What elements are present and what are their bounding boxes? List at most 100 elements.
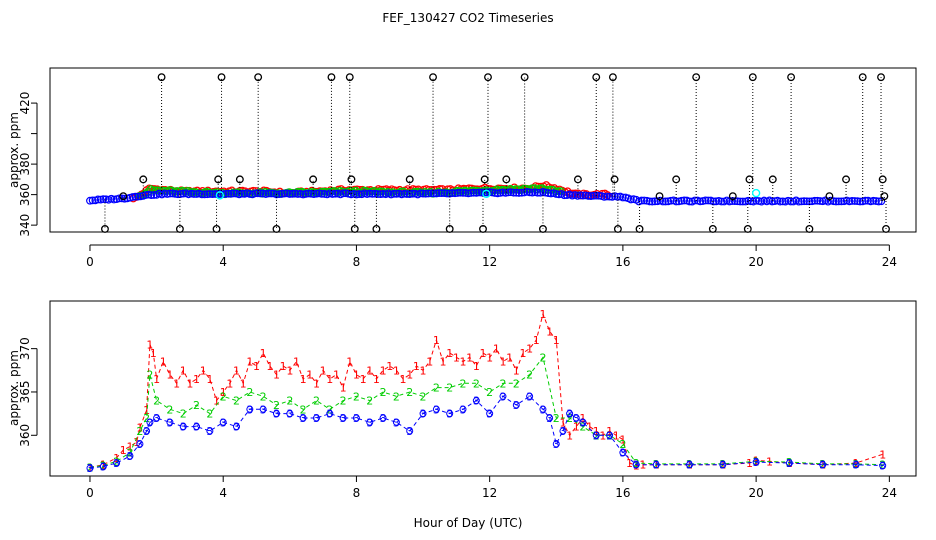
bottom-data-point: 2 — [393, 390, 400, 403]
bottom-data-point: 2 — [786, 456, 793, 469]
bottom-overlay-point — [752, 458, 760, 466]
bottom-data-point: 3 — [246, 403, 253, 416]
figure-title: FEF_130427 CO2 Timeseries — [382, 11, 553, 25]
bottom-data-point: 2 — [553, 412, 560, 425]
bottom-data-point: 3 — [573, 412, 580, 425]
top-data-point — [637, 196, 646, 205]
bottom-overlay-point — [619, 449, 627, 457]
bottom-data-point: 2 — [166, 403, 173, 416]
top-data-point — [768, 197, 777, 206]
bottom-data-point: 2 — [526, 369, 533, 382]
bottom-data-point: 3 — [393, 416, 400, 429]
top-data-point — [424, 189, 433, 198]
panel-bottom-y-axis: 360 365 370 — [18, 337, 38, 447]
bottom-data-point: 1 — [446, 347, 453, 360]
bottom-data-point: 3 — [380, 412, 387, 425]
bottom-overlay-point — [326, 410, 334, 418]
bottom-data-point: 2 — [246, 386, 253, 399]
bottom-data-point: 2 — [193, 399, 200, 412]
bottom-data-point: 1 — [143, 404, 150, 417]
bottom-overlay-point — [785, 459, 793, 467]
top-data-point — [142, 191, 150, 199]
bottom-data-point: 2 — [539, 351, 546, 364]
bottom-data-point: 1 — [579, 412, 586, 425]
top-spike-point — [484, 73, 492, 82]
bottom-overlay-point — [606, 431, 614, 439]
bottom-data-point: 3 — [566, 408, 573, 421]
top-data-point — [869, 196, 878, 205]
bottom-data-point: 1 — [719, 459, 726, 472]
bottom-data-point: 1 — [246, 356, 253, 369]
top-spike-point — [768, 175, 777, 184]
bottom-y-tick-label: 370 — [18, 337, 32, 360]
top-data-point — [493, 189, 502, 198]
bottom-data-point: 3 — [273, 408, 280, 421]
bottom-data-point: 2 — [619, 438, 626, 451]
bottom-overlay-point — [499, 392, 507, 400]
top-y-tick-label: 420 — [18, 92, 32, 115]
bottom-overlay-circles — [86, 392, 887, 472]
bottom-data-point: 1 — [553, 334, 560, 347]
bottom-overlay-point — [352, 414, 360, 422]
bottom-overlay-point — [272, 410, 280, 418]
bottom-data-point: 3 — [686, 459, 693, 472]
top-data-point — [352, 190, 361, 199]
bottom-overlay-point — [259, 405, 267, 413]
top-spike-point — [347, 175, 356, 184]
top-data-point — [544, 189, 553, 197]
bottom-overlay-point — [552, 440, 560, 448]
bottom-data-point: 1 — [493, 343, 500, 356]
top-data-point — [605, 192, 614, 201]
bottom-data-point: 3 — [286, 408, 293, 421]
bottom-data-point: 1 — [686, 459, 693, 472]
top-data-point — [829, 197, 838, 206]
top-data-point — [147, 191, 156, 200]
top-data-point — [587, 192, 595, 200]
top-data-point — [277, 189, 286, 198]
bottom-data-point: 3 — [100, 460, 107, 473]
top-data-point — [309, 190, 318, 198]
top-data-point — [810, 196, 819, 205]
top-data-point — [208, 190, 217, 199]
top-highlight-point — [215, 191, 225, 200]
bottom-overlay-point — [219, 418, 227, 426]
bottom-data-point: 3 — [166, 416, 173, 429]
bottom-data-point: 1 — [440, 356, 447, 369]
top-data-point — [368, 189, 377, 198]
bottom-overlay-point — [592, 431, 600, 439]
bottom-data-point: 1 — [613, 429, 620, 442]
bottom-data-point: 1 — [626, 457, 633, 470]
bottom-data-point: 2 — [406, 386, 413, 399]
bottom-data-point: 1 — [513, 364, 520, 377]
bottom-overlay-point — [99, 462, 107, 470]
bottom-overlay-point — [246, 405, 254, 413]
top-data-point — [467, 189, 475, 197]
top-spike-point — [573, 175, 582, 184]
bottom-data-point: 3 — [753, 456, 760, 469]
top-data-point — [227, 189, 236, 198]
top-data-point — [491, 189, 499, 197]
bottom-data-point: 1 — [280, 360, 287, 373]
top-data-point — [507, 188, 515, 197]
top-data-point — [187, 189, 196, 198]
bottom-overlay-point — [579, 418, 587, 426]
top-data-point — [504, 188, 513, 197]
bottom-x-tick-label: 24 — [882, 486, 897, 500]
bottom-data-point: 2 — [579, 421, 586, 434]
bottom-data-point: 2 — [366, 395, 373, 408]
bottom-data-point: 3 — [366, 416, 373, 429]
bottom-overlay-point — [312, 414, 320, 422]
bottom-data-point: 2 — [233, 395, 240, 408]
top-data-point — [267, 189, 276, 198]
top-data-point — [192, 190, 201, 198]
bottom-data-point: 1 — [253, 360, 260, 373]
bottom-data-point: 1 — [373, 373, 380, 386]
top-data-point — [850, 197, 859, 205]
top-data-point — [264, 189, 273, 198]
top-data-point — [94, 195, 102, 204]
top-data-point — [168, 189, 177, 198]
top-spike-point — [309, 175, 318, 184]
top-spike-point — [157, 73, 166, 82]
top-data-point — [461, 189, 470, 197]
